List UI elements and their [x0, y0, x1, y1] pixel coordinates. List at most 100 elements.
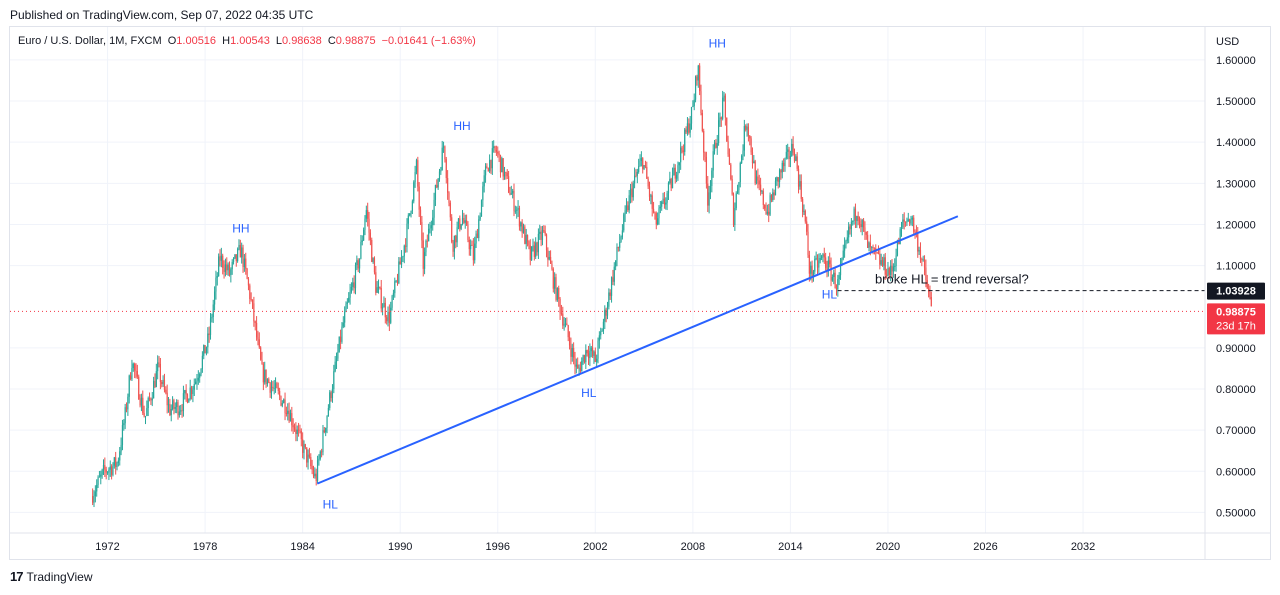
candle-body [177, 402, 179, 416]
candle-body [835, 287, 838, 290]
candle-body [307, 454, 309, 463]
candle-body [209, 318, 212, 335]
candle-body [661, 201, 663, 207]
candle-body [872, 247, 874, 248]
candle-body [387, 312, 389, 322]
candle-body [281, 403, 283, 406]
candle-body [242, 247, 244, 268]
candle-body [602, 321, 605, 331]
trend-reversal-note: broke HL = trend reversal? [875, 272, 1029, 287]
candle-body [329, 392, 331, 408]
candle-body [834, 272, 836, 288]
candle-body [234, 254, 236, 259]
candle-body [633, 175, 636, 184]
candle-body [654, 212, 656, 214]
legend-open-label: O [167, 35, 177, 47]
candle-body [474, 243, 476, 261]
x-tick-label: 2002 [583, 541, 607, 553]
candle-body [728, 154, 731, 165]
candle-body [272, 386, 274, 389]
candle-body [322, 430, 324, 453]
candle-body [606, 306, 609, 316]
candle-body [380, 288, 382, 309]
candle-body [708, 192, 710, 206]
candle-body [662, 198, 664, 202]
candle-body [684, 129, 686, 152]
candle-body [291, 413, 293, 426]
candle-body [868, 242, 870, 248]
candle-body [478, 219, 480, 239]
candle-body [417, 160, 419, 187]
candle-body [531, 246, 533, 260]
candle-body [887, 268, 889, 276]
candle-body [819, 258, 821, 261]
candle-body [587, 353, 590, 359]
candle-body [218, 256, 220, 277]
legend-change: −0.01641 (−1.63%) [381, 35, 476, 47]
candle-body [830, 264, 832, 281]
candle-body [764, 204, 766, 209]
candle-body [381, 307, 384, 309]
candle-body [558, 288, 560, 299]
candle-body [575, 364, 577, 367]
candle-body [390, 307, 392, 323]
candle-body [153, 380, 155, 399]
candle-body [548, 256, 550, 260]
candle-body [184, 390, 186, 394]
candle-body [459, 218, 461, 229]
candle-body [858, 221, 861, 225]
candle-body [361, 240, 363, 242]
candle-body [258, 339, 260, 348]
candle-body [537, 233, 540, 253]
candle-body [471, 244, 473, 246]
candle-body [337, 351, 339, 359]
candle-body [877, 252, 880, 254]
candle-body [388, 312, 390, 323]
candle-body [909, 219, 911, 224]
candle-body [755, 176, 758, 184]
candle-body [673, 167, 675, 176]
candle-body [852, 220, 854, 222]
candle-body [335, 358, 338, 362]
candle-body [734, 208, 736, 225]
candle-body [816, 258, 819, 268]
candle-body [850, 221, 852, 230]
candle-body [552, 269, 554, 289]
candle-body [692, 106, 694, 108]
footer-brand[interactable]: 17 TradingView [10, 569, 93, 584]
swing-label: HL [581, 386, 597, 400]
candle-body [785, 151, 787, 159]
candle-body [769, 195, 771, 215]
candle-body [108, 469, 110, 473]
candle-body [604, 309, 606, 322]
candle-body [712, 151, 714, 171]
candle-body [535, 242, 537, 257]
candle-body [295, 429, 297, 435]
candle-body [93, 496, 95, 503]
candle-body [579, 367, 582, 372]
candle-body [856, 216, 858, 221]
candle-body [220, 255, 222, 261]
candle-body [308, 454, 311, 457]
candle-body [314, 473, 316, 477]
candle-body [829, 260, 831, 265]
candle-body [639, 160, 641, 167]
candle-body [528, 241, 530, 246]
legend-close: 0.98875 [335, 35, 376, 47]
candle-body [325, 427, 327, 433]
candle-body [165, 389, 167, 393]
candle-body [750, 138, 752, 153]
candle-body [647, 178, 649, 187]
candle-body [253, 303, 255, 322]
candle-body [719, 117, 721, 121]
candle-body [392, 293, 395, 297]
candle-body [276, 383, 278, 388]
candle-body [700, 91, 702, 114]
candle-body [120, 444, 122, 452]
chart-grid [10, 27, 1205, 533]
candle-body [871, 247, 873, 248]
candle-body [745, 126, 747, 130]
candle-body [372, 258, 374, 262]
candle-body [94, 491, 96, 497]
